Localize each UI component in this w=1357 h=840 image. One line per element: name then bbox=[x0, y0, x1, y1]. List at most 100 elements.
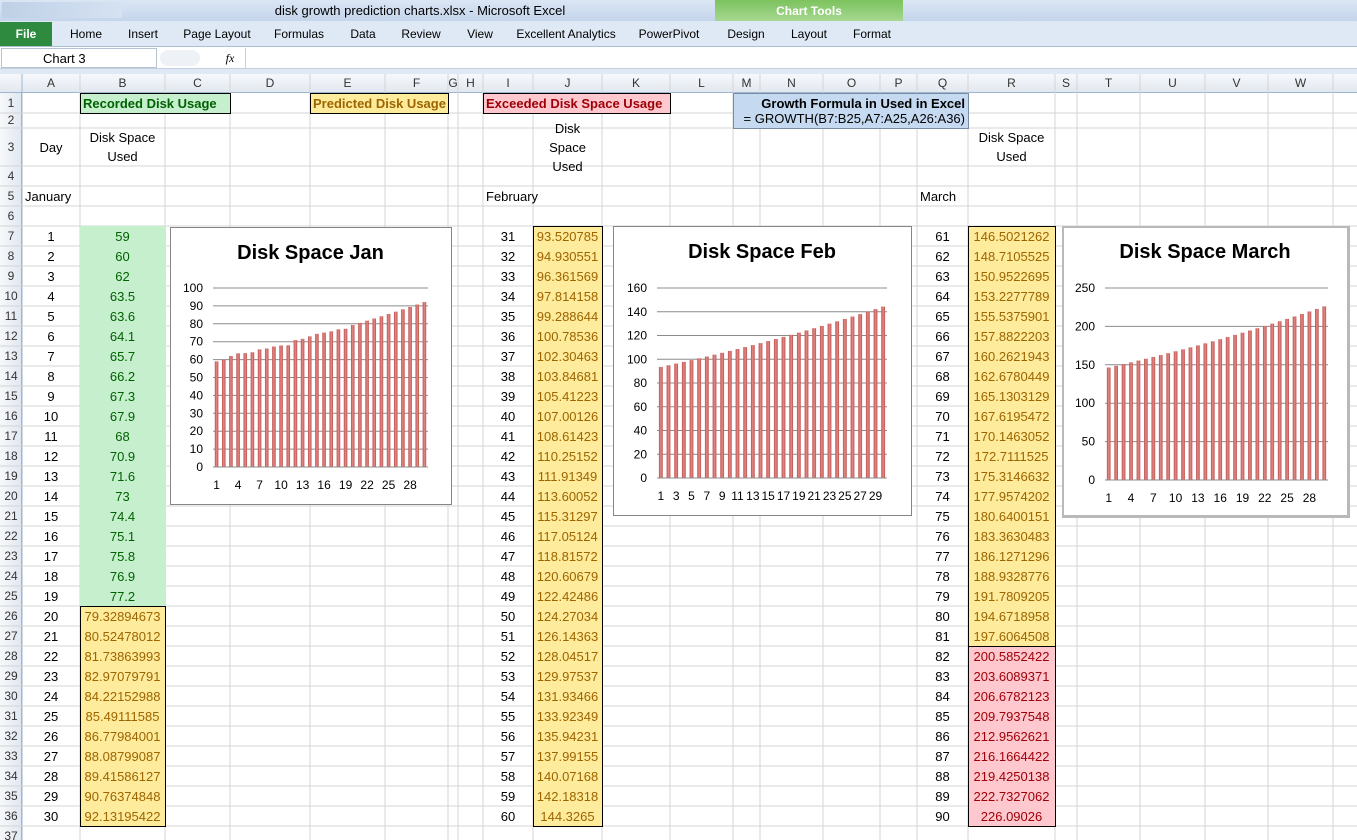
ribbon-tab[interactable]: View bbox=[467, 26, 493, 41]
column-letter: B bbox=[118, 76, 127, 90]
y-tick-label: 100 bbox=[1075, 396, 1095, 410]
day-cell: 16 bbox=[43, 528, 59, 544]
bar bbox=[264, 348, 269, 467]
value-cell: 200.5852422 bbox=[973, 648, 1050, 664]
day-cell: 49 bbox=[500, 588, 516, 604]
day-cell: 14 bbox=[43, 488, 59, 504]
bar bbox=[1240, 332, 1245, 480]
x-tick-label: 15 bbox=[761, 489, 775, 503]
bar bbox=[1300, 313, 1304, 480]
bar bbox=[236, 353, 240, 467]
ribbon-tab[interactable]: Excellent Analytics bbox=[516, 26, 616, 41]
ribbon-tab[interactable]: Review bbox=[401, 26, 441, 41]
day-cell: 28 bbox=[43, 768, 59, 784]
value-cell: 107.00126 bbox=[536, 408, 599, 424]
day-cell: 87 bbox=[935, 748, 950, 764]
day-cell: 5 bbox=[47, 308, 55, 324]
bar bbox=[804, 330, 809, 478]
fx-button[interactable]: fx bbox=[225, 50, 235, 65]
bar bbox=[401, 309, 405, 467]
column-letter: U bbox=[1168, 76, 1177, 90]
x-tick-label: 1 bbox=[213, 478, 220, 492]
row-number: 18 bbox=[4, 448, 18, 463]
bar bbox=[393, 311, 398, 467]
y-tick-label: 0 bbox=[1088, 473, 1095, 487]
ribbon-tab[interactable]: Data bbox=[350, 26, 376, 41]
name-box-text: Chart 3 bbox=[43, 50, 86, 66]
value-fill bbox=[80, 226, 166, 607]
value-cell: 135.94231 bbox=[536, 728, 599, 744]
value-cell: 183.3630483 bbox=[973, 528, 1050, 544]
day-cell: 15 bbox=[43, 508, 59, 524]
quick-access bbox=[2, 2, 122, 18]
bar bbox=[307, 336, 312, 467]
y-tick-label: 0 bbox=[640, 471, 647, 485]
value-fill bbox=[968, 226, 1056, 647]
row-number: 33 bbox=[4, 748, 18, 763]
bar bbox=[858, 314, 863, 478]
bar bbox=[1151, 356, 1156, 480]
value-cell: 222.7327062 bbox=[973, 788, 1050, 804]
ribbon-tab[interactable]: Format bbox=[852, 26, 891, 41]
bar bbox=[1314, 308, 1319, 480]
bar bbox=[300, 338, 305, 467]
ribbon-tab[interactable]: PowerPivot bbox=[638, 26, 700, 41]
row-number: 16 bbox=[4, 408, 18, 423]
column-letter: E bbox=[343, 76, 352, 90]
day-cell: 54 bbox=[500, 688, 516, 704]
bar bbox=[329, 331, 334, 467]
bar bbox=[1210, 341, 1215, 480]
ribbon-tabs bbox=[0, 21, 1357, 47]
column-header-bar bbox=[0, 74, 1357, 93]
row-number: 32 bbox=[4, 728, 18, 743]
value-cell: 219.4250138 bbox=[973, 768, 1050, 784]
value-cell: 63.5 bbox=[109, 288, 136, 304]
day-cell: 7 bbox=[47, 348, 55, 364]
row-number: 31 bbox=[4, 708, 18, 723]
x-tick-label: 25 bbox=[838, 489, 852, 503]
ribbon-tab[interactable]: Formulas bbox=[273, 26, 324, 41]
value-cell: 90.76374848 bbox=[84, 788, 161, 804]
day-cell: 22 bbox=[43, 648, 59, 664]
bar bbox=[1196, 345, 1200, 480]
x-tick-label: 19 bbox=[792, 489, 806, 503]
value-cell: 97.814158 bbox=[536, 288, 599, 304]
day-cell: 13 bbox=[43, 468, 59, 484]
y-tick-label: 200 bbox=[1075, 319, 1095, 333]
bar bbox=[1218, 339, 1223, 480]
day-cell: 8 bbox=[47, 368, 55, 384]
window-title: disk growth prediction charts.xlsx - Mic… bbox=[274, 2, 566, 18]
bar bbox=[1136, 360, 1141, 480]
y-tick-label: 50 bbox=[190, 371, 204, 385]
value-cell: 209.7937548 bbox=[973, 708, 1050, 724]
row-number: 21 bbox=[4, 508, 18, 523]
chart[interactable]: Disk Space March 0 50 100 150 200 250 1 4 7 10 13 16… bbox=[1062, 226, 1350, 518]
day-cell: 19 bbox=[43, 588, 59, 604]
x-tick-label: 17 bbox=[777, 489, 791, 503]
value-cell: 100.78536 bbox=[536, 328, 599, 344]
file-tab-bg bbox=[0, 22, 52, 46]
value-cell: 157.8822203 bbox=[973, 328, 1050, 344]
x-tick-label: 16 bbox=[1214, 491, 1228, 505]
ribbon-tab[interactable]: Layout bbox=[790, 26, 828, 41]
column-title-used: Disk Space Used bbox=[978, 130, 1045, 164]
ribbon-tab[interactable]: Design bbox=[727, 26, 765, 41]
value-cell: 68 bbox=[115, 428, 130, 444]
ribbon-tab[interactable]: Home bbox=[69, 26, 102, 41]
x-tick-label: 16 bbox=[317, 478, 331, 492]
value-cell: 73 bbox=[115, 488, 130, 504]
file-tab[interactable]: File bbox=[15, 26, 37, 41]
day-cell: 63 bbox=[935, 268, 950, 284]
value-cell: 75.1 bbox=[109, 528, 136, 544]
row-number: 23 bbox=[4, 548, 18, 563]
ribbon-tab[interactable]: Insert bbox=[127, 26, 158, 41]
day-cell: 64 bbox=[935, 288, 950, 304]
ribbon-tab[interactable]: Page Layout bbox=[183, 26, 251, 41]
day-cell: 69 bbox=[935, 388, 950, 404]
value-cell: 150.9522695 bbox=[973, 268, 1050, 284]
row-number: 25 bbox=[4, 588, 18, 603]
value-cell: 75.8 bbox=[109, 548, 136, 564]
value-cell: 92.13195422 bbox=[84, 808, 161, 824]
